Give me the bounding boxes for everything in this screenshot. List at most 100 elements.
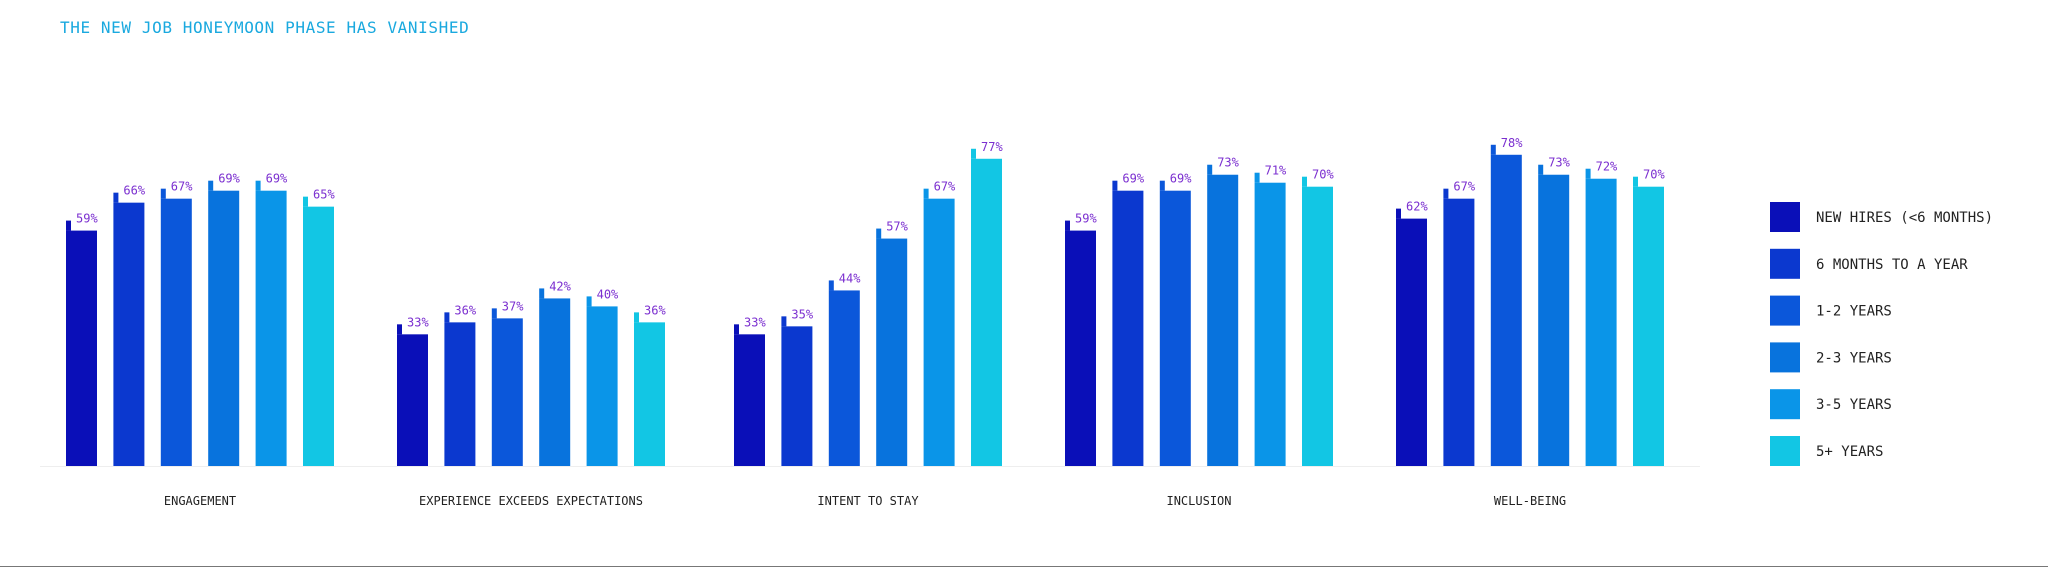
bar-tab: [160, 188, 166, 199]
bar: [303, 206, 334, 466]
bar-tab: [1159, 180, 1165, 191]
legend-label: 3-5 YEARS: [1816, 397, 1892, 413]
bar: [1443, 198, 1475, 467]
bar-tab: [208, 180, 214, 191]
data-label: 59%: [1075, 212, 1097, 226]
bar-tab: [1396, 208, 1401, 219]
bar-tab: [586, 296, 592, 307]
bar-tab: [539, 288, 545, 299]
bar-tab: [1112, 180, 1118, 191]
legend-label: 6 MONTHS TO A YEAR: [1816, 257, 1968, 273]
bar-tab: [1585, 168, 1591, 179]
bar: [586, 306, 618, 466]
bar: [1396, 218, 1427, 466]
bar: [781, 326, 813, 466]
bar: [1633, 186, 1664, 466]
data-label: 73%: [1548, 156, 1570, 170]
data-label: 73%: [1217, 156, 1239, 170]
data-label: 62%: [1406, 200, 1428, 214]
data-label: 66%: [123, 184, 145, 198]
bar: [1585, 178, 1617, 466]
bar: [255, 190, 287, 466]
category-label: ENGAGEMENT: [164, 494, 236, 508]
data-label: 36%: [454, 303, 476, 317]
bar-tab: [255, 180, 261, 191]
data-label: 67%: [1453, 180, 1475, 194]
bar: [734, 334, 765, 466]
data-label: 44%: [839, 271, 861, 285]
bar: [1302, 186, 1333, 466]
legend-swatch: [1770, 389, 1800, 420]
bar: [1538, 174, 1570, 467]
data-label: 36%: [644, 303, 666, 317]
bar: [208, 190, 240, 466]
category-label: INTENT TO STAY: [817, 494, 919, 508]
bar-tab: [876, 228, 882, 239]
data-label: 70%: [1643, 168, 1665, 182]
bar: [923, 198, 955, 467]
bar-tab: [734, 324, 739, 335]
data-label: 69%: [266, 172, 288, 186]
bar: [634, 322, 665, 466]
bar-tab: [303, 196, 308, 207]
bar-tab: [971, 148, 976, 159]
legend-label: 2-3 YEARS: [1816, 350, 1892, 366]
data-label: 69%: [1170, 172, 1192, 186]
data-label: 33%: [407, 315, 429, 329]
bar: [828, 290, 860, 466]
category-label: EXPERIENCE EXCEEDS EXPECTATIONS: [419, 494, 643, 508]
legend-swatch: [1770, 436, 1800, 466]
bar-tab: [634, 312, 639, 323]
legend-swatch: [1770, 342, 1800, 373]
bar-tab: [1490, 144, 1496, 155]
bar-tab: [491, 308, 497, 319]
bar: [1112, 190, 1144, 466]
data-label: 42%: [549, 279, 571, 293]
bar: [1207, 174, 1239, 467]
bar-tab: [397, 324, 402, 335]
bar: [1254, 182, 1286, 466]
legend-label: 1-2 YEARS: [1816, 304, 1892, 320]
data-label: 67%: [171, 180, 193, 194]
data-label: 72%: [1596, 160, 1618, 174]
bar: [1065, 230, 1096, 466]
data-label: 78%: [1501, 136, 1523, 150]
legend-swatch: [1770, 202, 1800, 232]
data-label: 65%: [313, 188, 335, 202]
legend-label: 5+ YEARS: [1816, 444, 1883, 460]
category-label: WELL-BEING: [1494, 494, 1566, 508]
data-label: 67%: [934, 180, 956, 194]
data-label: 77%: [981, 140, 1003, 154]
bar-tab: [1302, 176, 1307, 187]
data-label: 69%: [218, 172, 240, 186]
data-label: 35%: [791, 307, 813, 321]
legend-label: NEW HIRES (<6 MONTHS): [1816, 210, 1993, 226]
bar-tab: [781, 316, 787, 327]
bar-tab: [66, 220, 71, 231]
data-label: 37%: [502, 299, 524, 313]
bar: [971, 158, 1002, 466]
bar-tab: [1443, 188, 1449, 199]
bar: [66, 230, 97, 466]
bar: [444, 322, 476, 466]
bar-tab: [1065, 220, 1070, 231]
bar: [876, 238, 908, 466]
bar-tab: [1633, 176, 1638, 187]
legend-swatch: [1770, 248, 1800, 279]
bar-tab: [1207, 164, 1213, 175]
data-label: 57%: [886, 220, 908, 234]
bar-tab: [1538, 164, 1544, 175]
bar: [539, 298, 571, 466]
bar-tab: [1254, 172, 1260, 183]
bar-tab: [828, 280, 834, 291]
category-label: INCLUSION: [1166, 494, 1231, 508]
data-label: 59%: [76, 212, 98, 226]
bar-tab: [113, 192, 119, 203]
data-label: 69%: [1122, 172, 1144, 186]
bar: [1159, 190, 1191, 466]
bar-tab: [923, 188, 929, 199]
data-label: 33%: [744, 315, 766, 329]
data-label: 40%: [597, 287, 619, 301]
data-label: 71%: [1265, 164, 1287, 178]
